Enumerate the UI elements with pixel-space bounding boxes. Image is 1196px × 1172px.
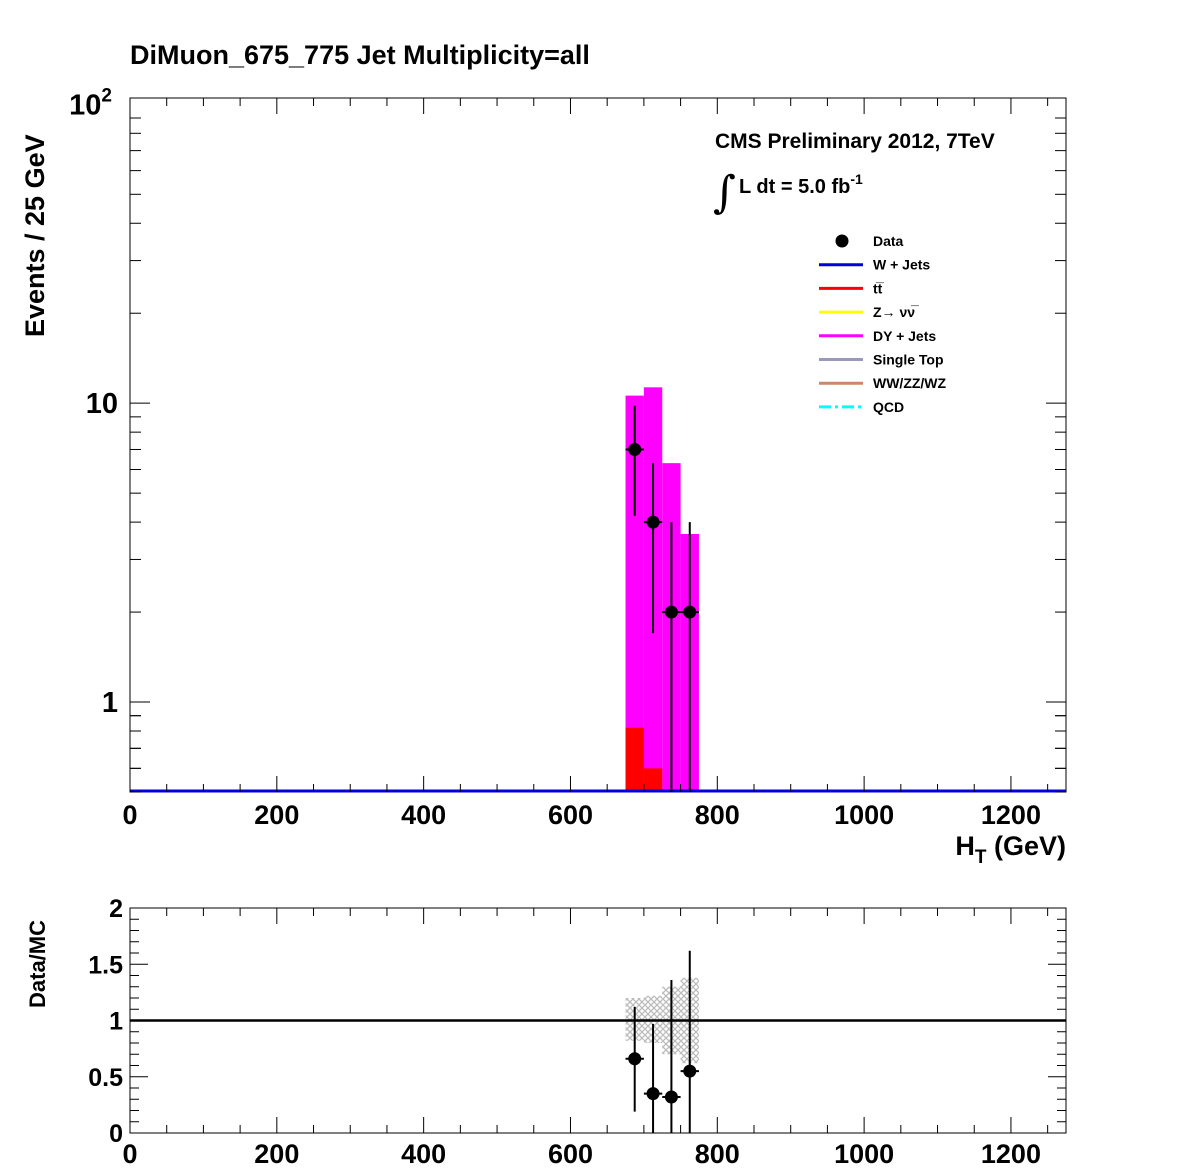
chart-title: DiMuon_675_775 Jet Multiplicity=all [130,40,590,70]
x-tick-label: 1000 [834,1139,894,1169]
y-tick-label: 10 [86,388,118,420]
svg-text:QCD: QCD [873,399,904,415]
x-tick-label: 1200 [981,800,1041,830]
ratio-point [662,980,681,1133]
data-point [680,522,699,792]
x-tick-label: 1200 [981,1139,1041,1169]
y-axis-title: Events / 25 GeV [20,134,50,337]
dy-jets-bar [625,395,644,792]
ratio-point [625,1007,644,1112]
svg-text:Z→ νν̅: Z→ νν̅ [873,304,919,320]
x-tick-label: 400 [401,800,446,830]
data-point [625,405,644,516]
ratio-point [643,1023,663,1133]
x-axis-title: HT (GeV) [955,831,1066,868]
lumi-label: L dt = 5.0 fb-1 [739,171,863,198]
x-tick-label: 0 [122,1139,137,1169]
legend-entry: Single Top [819,352,944,368]
ratio-y-tick-label: 0.5 [88,1064,123,1092]
cms-label: CMS Preliminary 2012, 7TeV [715,130,995,153]
svg-text:DY + Jets: DY + Jets [873,328,936,344]
x-tick-label: 0 [122,800,137,830]
legend-entry: Data [835,233,904,249]
legend-entry: W + Jets [819,257,930,273]
x-axis-title-unit: (GeV) [986,831,1066,861]
x-tick-label: 200 [254,1139,299,1169]
legend-entry: DY + Jets [819,328,936,344]
ratio-point [680,950,699,1133]
ratio-y-tick-label: 1.5 [88,951,123,979]
ratio-y-tick-label: 0 [109,1120,123,1148]
x-tick-label: 800 [695,1139,740,1169]
data-point [643,463,663,634]
x-axis-title-symbol: H [955,831,975,861]
ratio-plot-axes: 0 200 400 600 800 1000 1200 0 0.5 1 1.5 2 [88,895,1066,1169]
main-plot-content [130,387,1066,793]
legend-entry: tt̅ [819,280,884,296]
ttbar-bar [643,768,663,792]
lumi-label-text: L dt = 5.0 fb [739,176,850,198]
x-tick-label: 600 [548,1139,593,1169]
integral-sign: ∫ [713,167,736,218]
x-tick-label: 400 [401,1139,446,1169]
y-tick-label: 102 [69,85,112,121]
svg-text:Data: Data [873,233,904,249]
x-tick-label: 600 [548,800,593,830]
ratio-y-axis-title: Data/MC [25,920,50,1008]
x-axis-title-subscript: T [975,847,987,868]
legend-entry: WW/ZZ/WZ [819,375,947,391]
x-tick-label: 200 [254,800,299,830]
x-tick-label: 1000 [834,800,894,830]
lumi-exponent: -1 [850,171,863,187]
ratio-y-tick-label: 1 [109,1008,123,1036]
main-plot-axes: 0 200 400 600 800 1000 1200 1 10 102 [69,85,1066,830]
x-tick-label: 800 [695,800,740,830]
ratio-plot-content [130,950,1066,1133]
legend: Data W + Jets tt̅ Z→ νν̅ DY + Jets Single Top… [819,233,947,415]
legend-entry: Z→ νν̅ [819,304,919,320]
main-plot-frame [129,97,1067,793]
svg-text:WW/ZZ/WZ: WW/ZZ/WZ [873,375,947,391]
data-point [662,522,681,792]
svg-text:Single Top: Single Top [873,352,944,368]
legend-entry: QCD [819,399,904,415]
y-tick-label: 1 [102,687,118,719]
ratio-y-tick-label: 2 [109,895,123,923]
ttbar-bar [625,727,644,792]
svg-text:tt̅: tt̅ [873,280,884,296]
svg-text:W + Jets: W + Jets [873,257,930,273]
